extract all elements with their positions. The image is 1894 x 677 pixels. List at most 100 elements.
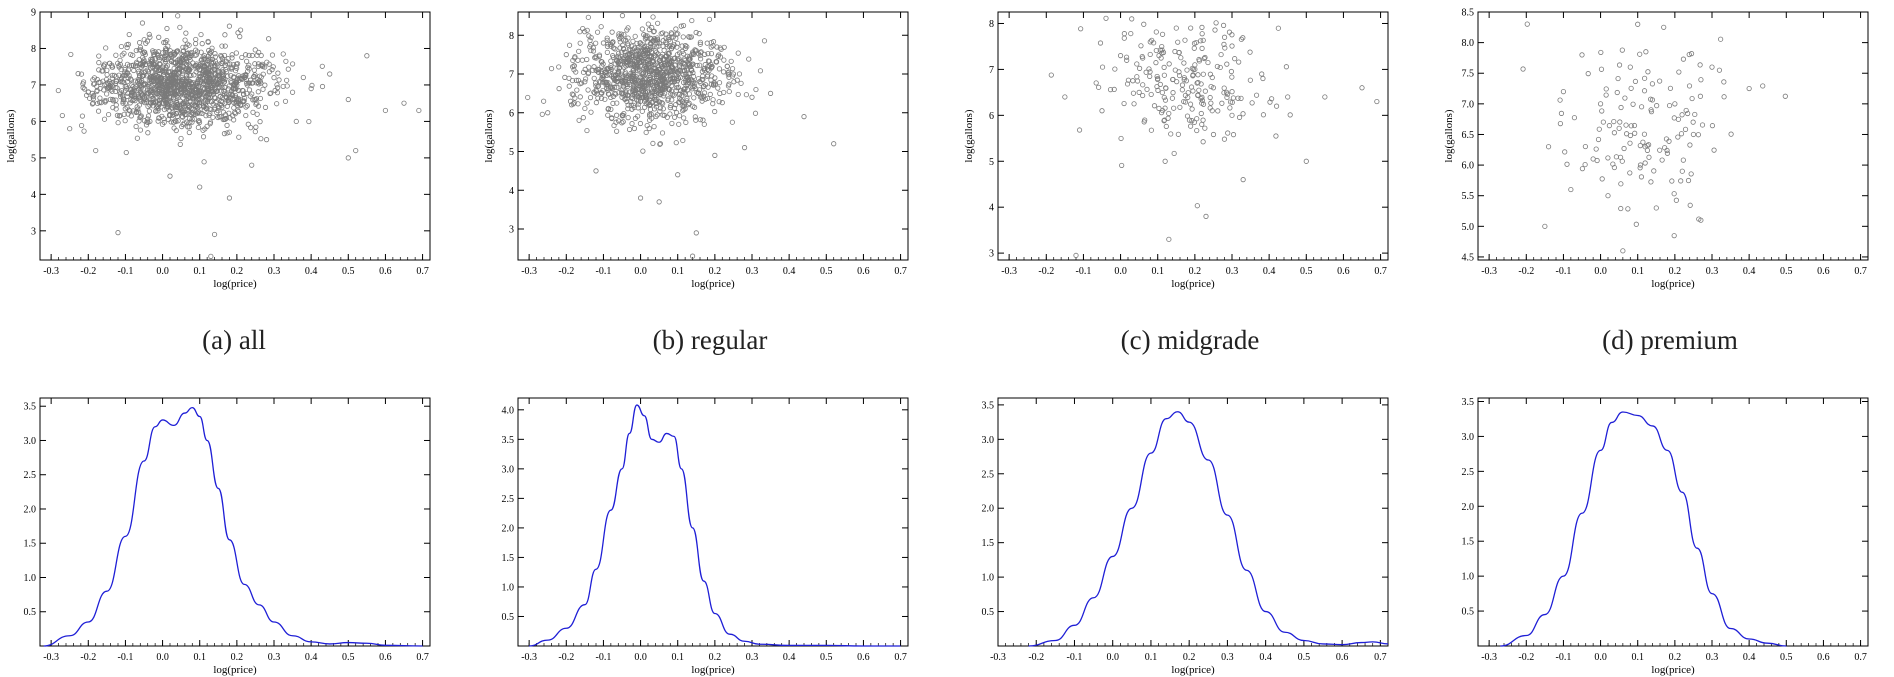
scatter-point [625, 115, 631, 121]
scatter-point [675, 31, 681, 37]
scatter-point [183, 62, 190, 68]
scatter-point [1200, 71, 1206, 77]
scatter-point [1269, 96, 1275, 102]
scatter-point [167, 93, 173, 100]
scatter-point [156, 34, 162, 40]
x-tick-label: 0.7 [1374, 652, 1387, 663]
scatter-point [673, 140, 679, 146]
y-tick-label: 2.5 [982, 469, 995, 480]
scatter-point [677, 50, 683, 56]
scatter-point [1273, 133, 1279, 139]
scatter-point [605, 41, 611, 47]
scatter-point [223, 112, 229, 118]
scatter-point [612, 61, 618, 67]
scatter-point [246, 52, 252, 59]
scatter-point [208, 107, 214, 113]
scatter-point [684, 53, 690, 59]
scatter-point [1103, 15, 1109, 21]
scatter-point [113, 102, 119, 108]
scatter-point [708, 81, 714, 87]
scatter-point [649, 115, 655, 121]
scatter-point [649, 93, 655, 99]
scatter-point [280, 83, 286, 90]
scatter-point [269, 52, 276, 58]
scatter-point [1221, 85, 1227, 91]
scatter-point [633, 78, 639, 84]
scatter-point [1199, 97, 1206, 104]
x-tick-label: 0.3 [1706, 266, 1719, 277]
scatter-point [629, 47, 636, 53]
scatter-point [1162, 97, 1169, 103]
scatter-point [651, 28, 657, 34]
scatter-point [197, 91, 203, 98]
x-tick-label: 0.2 [1669, 652, 1682, 663]
scatter-point [184, 41, 190, 47]
x-tick-label: 0.7 [416, 266, 429, 277]
scatter-point [671, 114, 678, 120]
scatter-point [170, 119, 177, 125]
scatter-point [243, 52, 249, 58]
scatter-point [643, 97, 649, 103]
scatter-point [252, 47, 258, 53]
scatter-point [212, 66, 218, 73]
scatter-point [270, 64, 276, 70]
scatter-point [97, 95, 103, 101]
scatter-point [1156, 105, 1162, 111]
y-tick-label: 8 [989, 19, 994, 30]
scatter-point [1202, 54, 1208, 61]
scatter-point [605, 91, 611, 97]
scatter-point [569, 77, 576, 84]
scatter-point [133, 83, 139, 90]
scatter-point [258, 136, 264, 142]
scatter-point [665, 34, 671, 41]
scatter-point [640, 79, 646, 85]
scatter-point [235, 30, 241, 36]
scatter-point [629, 54, 635, 60]
scatter-point [198, 31, 204, 38]
scatter-point [193, 98, 200, 105]
scatter-point [78, 122, 85, 129]
scatter-point [1097, 40, 1104, 46]
scatter-point [612, 90, 618, 97]
scatter-point [152, 49, 158, 55]
scatter-point [1141, 21, 1147, 27]
scatter-point [1558, 110, 1565, 116]
scatter-point [726, 74, 732, 80]
scatter-point [293, 118, 299, 125]
scatter-point [648, 44, 654, 50]
scatter-point [545, 110, 551, 116]
scatter-point [98, 100, 104, 106]
scatter-point [136, 70, 142, 76]
scatter-point [617, 58, 623, 65]
scatter-point [229, 52, 235, 58]
scatter-point [1520, 66, 1526, 72]
scatter-point [1194, 127, 1200, 134]
scatter-point [163, 45, 169, 52]
scatter-point [274, 101, 280, 107]
scatter-point [620, 46, 627, 52]
scatter-point [660, 106, 666, 112]
scatter-point [149, 69, 155, 75]
scatter-point [255, 89, 261, 95]
scatter-point [624, 83, 630, 90]
scatter-point [175, 118, 181, 124]
chart-scatter-regular: -0.3 -0.2 -0.1 0.0 0.1 0.2 0.3 0.4 0.5 0.6 0.7 3 4 5 6… [483, 11, 909, 290]
x-tick-label: -0.1 [596, 652, 612, 663]
scatter-point [1187, 123, 1194, 129]
scatter-point [179, 123, 185, 130]
scatter-point [203, 113, 209, 119]
scatter-point [280, 51, 286, 57]
scatter-point [208, 253, 214, 259]
scatter-point [679, 43, 685, 49]
scatter-point [205, 95, 211, 101]
scatter-point [1161, 72, 1167, 78]
scatter-point [735, 50, 741, 56]
scatter-point [180, 114, 186, 120]
scatter-point [194, 66, 200, 72]
scatter-point [1238, 95, 1244, 101]
scatter-point [1205, 59, 1211, 66]
scatter-point [1631, 122, 1638, 129]
scatter-point [664, 41, 670, 47]
chart-scatter-premium: -0.3 -0.2 -0.1 0.0 0.1 0.2 0.3 0.4 0.5 0.6 0.7 4.5 5… [1443, 8, 1869, 290]
scatter-point [1229, 74, 1235, 80]
